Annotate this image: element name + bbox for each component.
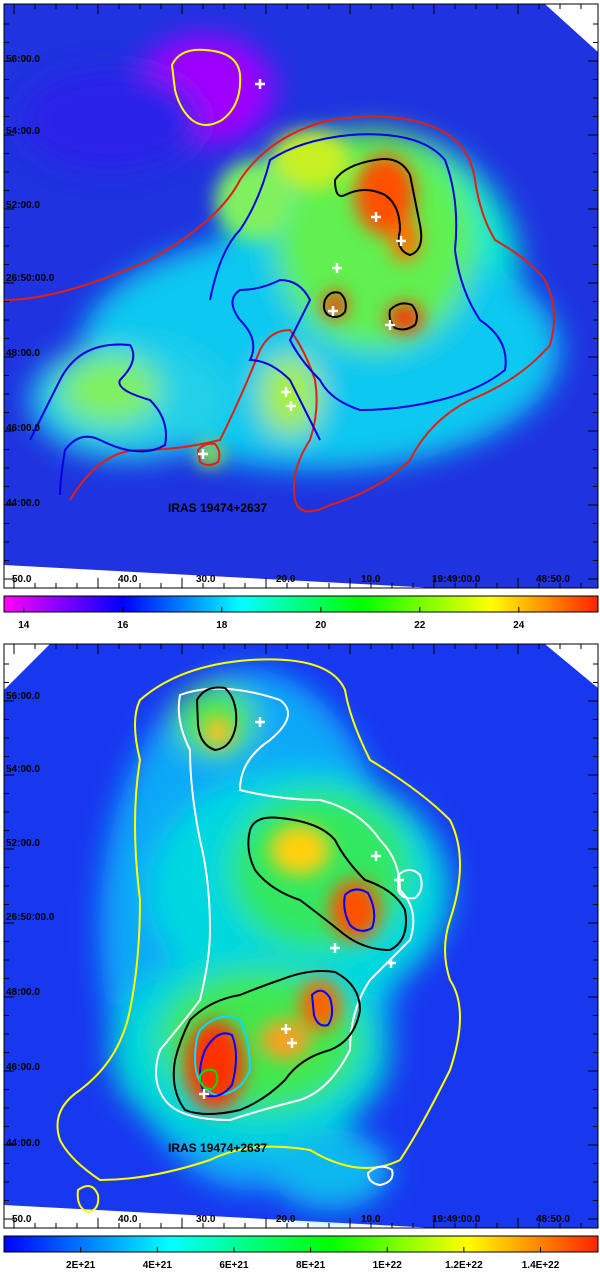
colorbar-ticks: 2E+21 4E+21 6E+21 8E+21 1E+22 1.2E+22 1.4E+22	[66, 1247, 560, 1271]
source-marker	[330, 943, 340, 953]
source-marker	[396, 236, 406, 246]
temperature-tick-marks	[4, 4, 598, 588]
colorbar-tick-label: 24	[513, 620, 525, 631]
contour-black-3	[172, 970, 362, 1115]
contour-white	[155, 687, 415, 1122]
column-density-tick-marks	[4, 644, 598, 1228]
x-tick-label: 50.0	[12, 1214, 32, 1225]
colorbar-tick-label: 1.4E+22	[522, 1260, 560, 1271]
colorbar-tick-label: 18	[216, 620, 228, 631]
y-tick-label: 52:00.0	[6, 838, 40, 849]
source-marker	[371, 212, 381, 222]
temperature-colorbar: 14 16 18 20 22 24	[3, 595, 599, 631]
contour-blue	[29, 343, 167, 496]
colorbar-tick-label: 4E+21	[143, 1260, 173, 1271]
y-tick-label: 26:50:00.0	[6, 273, 55, 284]
source-annotation: IRAS 19474+2637	[168, 501, 267, 515]
panel-temperature: 56:00.0 54:00.0 52:00.0 26:50:00.0 48:00…	[3, 3, 599, 589]
y-tick-label: 46:00.0	[6, 423, 40, 434]
source-marker	[255, 717, 265, 727]
temperature-plot-frame	[3, 3, 599, 589]
colorbar-tick-label: 6E+21	[219, 1260, 249, 1271]
x-tick-label: 19:49:00.0	[432, 1214, 481, 1225]
y-tick-label: 56:00.0	[6, 54, 40, 65]
y-tick-label: 48:00.0	[6, 987, 40, 998]
x-tick-label: 30.0	[196, 1214, 216, 1225]
contour-blue-2	[310, 989, 334, 1027]
colorbar-tick-label: 16	[117, 620, 129, 631]
source-annotation: IRAS 19474+2637	[168, 1141, 267, 1155]
colorbar-tick-label: 14	[18, 620, 30, 631]
y-tick-label: 54:00.0	[6, 126, 40, 137]
column-density-image	[4, 644, 598, 1228]
source-marker	[281, 387, 291, 397]
contour-yellow	[170, 48, 242, 126]
contour-white-small	[397, 869, 423, 900]
source-marker	[394, 875, 404, 885]
contour-blue-1	[343, 888, 376, 932]
column-density-source-markers	[199, 717, 404, 1099]
x-tick-label: 10.0	[361, 1214, 381, 1225]
y-tick-label: 56:00.0	[6, 691, 40, 702]
temperature-source-markers	[198, 79, 406, 459]
x-tick-label: 19:49:00.0	[432, 574, 481, 585]
temperature-image	[4, 4, 598, 588]
colorbar-gradient	[3, 595, 599, 613]
contour-yellow-small	[76, 1185, 100, 1214]
contour-blue-main	[209, 133, 507, 441]
x-tick-label: 40.0	[118, 574, 138, 585]
source-marker	[287, 1038, 297, 1048]
column-density-plot-frame	[3, 643, 599, 1229]
contour-black-2	[247, 816, 407, 952]
contour-black-1	[333, 158, 423, 257]
x-tick-label: 20.0	[276, 1214, 296, 1225]
contour-white-small	[366, 1165, 394, 1187]
y-tick-label: 44:00.0	[6, 498, 40, 509]
source-marker	[371, 851, 381, 861]
x-tick-label: 30.0	[196, 574, 216, 585]
x-tick-label: 40.0	[118, 1214, 138, 1225]
y-tick-label: 26:50:00.0	[6, 912, 55, 923]
source-marker	[386, 958, 396, 968]
x-tick-label: 20.0	[276, 574, 296, 585]
source-marker	[255, 79, 265, 89]
source-marker	[198, 449, 208, 459]
colorbar-tick-label: 8E+21	[296, 1260, 326, 1271]
temperature-contours	[3, 48, 555, 513]
source-marker	[385, 320, 395, 330]
colorbar-tick-label: 2E+21	[66, 1260, 96, 1271]
source-marker	[199, 1089, 209, 1099]
source-marker	[332, 263, 342, 273]
contour-black-3	[388, 302, 418, 331]
contour-black-2	[323, 291, 347, 318]
colorbar-tick-label: 1.2E+22	[445, 1260, 483, 1271]
y-tick-label: 48:00.0	[6, 348, 40, 359]
column-density-colorbar: 2E+21 4E+21 6E+21 8E+21 1E+22 1.2E+22 1.4E+22	[3, 1235, 599, 1271]
colorbar-tick-label: 22	[414, 620, 426, 631]
colorbar-tick-label: 20	[315, 620, 327, 631]
contour-red-small	[196, 442, 221, 466]
source-marker	[281, 1024, 291, 1034]
x-tick-label: 48:50.0	[536, 574, 570, 585]
contour-black-1	[195, 686, 238, 752]
y-tick-label: 46:00.0	[6, 1062, 40, 1073]
colorbar-tick-label: 1E+22	[373, 1260, 403, 1271]
y-tick-label: 54:00.0	[6, 764, 40, 775]
column-density-contours	[56, 658, 461, 1214]
y-tick-label: 52:00.0	[6, 200, 40, 211]
source-marker	[286, 401, 296, 411]
x-tick-label: 10.0	[361, 574, 381, 585]
x-tick-label: 48:50.0	[536, 1214, 570, 1225]
panel-column-density: 56:00.0 54:00.0 52:00.0 26:50:00.0 48:00…	[3, 643, 599, 1229]
x-tick-label: 50.0	[12, 574, 32, 585]
contour-cyan	[193, 1015, 252, 1097]
contour-red	[3, 115, 555, 513]
colorbar-ticks: 14 16 18 20 22 24	[18, 607, 525, 631]
source-marker	[328, 306, 338, 316]
y-tick-label: 44:00.0	[6, 1138, 40, 1149]
contour-green	[199, 1068, 219, 1091]
colorbar-gradient	[3, 1235, 599, 1253]
